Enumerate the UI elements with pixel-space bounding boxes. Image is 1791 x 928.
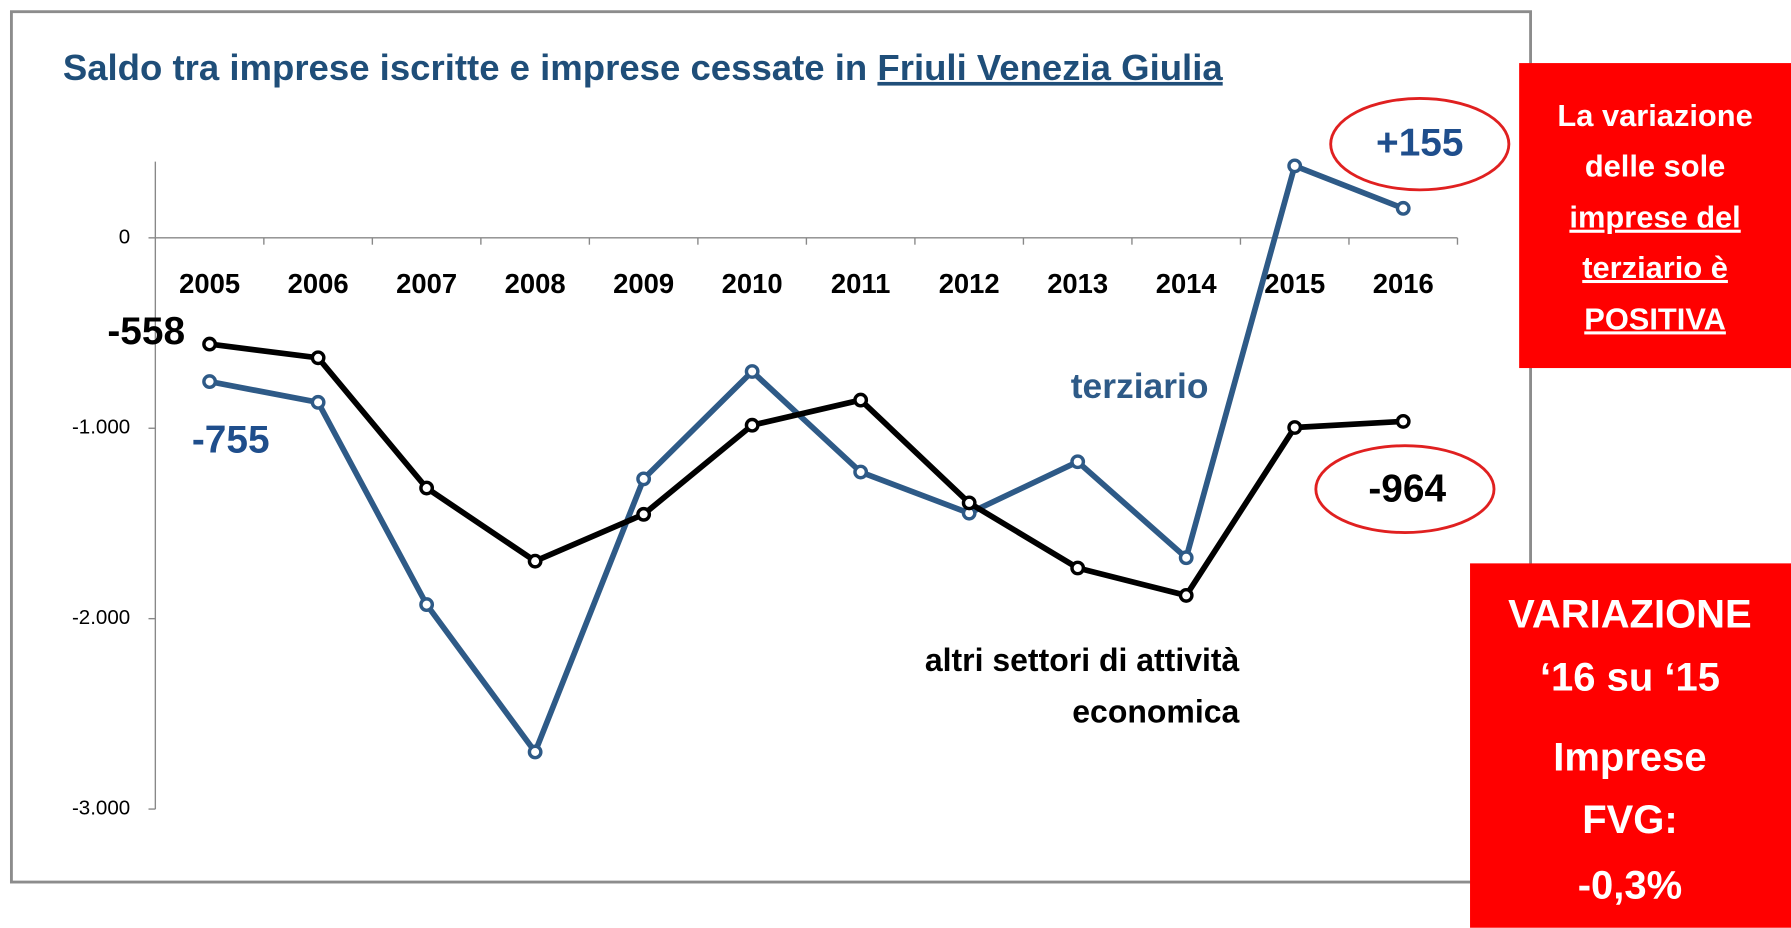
x-tick-label: 2015 — [1264, 268, 1325, 299]
point-marker — [1287, 420, 1303, 435]
x-tick-label: 2014 — [1156, 268, 1218, 299]
series-line — [209, 341, 1404, 599]
chart-frame — [9, 10, 1533, 884]
x-tick-label: 2006 — [288, 268, 349, 299]
callout-text: ‘16 su ‘15 — [1540, 655, 1720, 699]
series-label: altri settori di attività — [925, 642, 1240, 678]
y-tick-label: 0 — [119, 225, 130, 248]
callout-text: terziario è — [1582, 250, 1728, 285]
point-marker — [202, 374, 218, 390]
callout-text: -0,3% — [1578, 863, 1682, 907]
series-line — [209, 163, 1405, 755]
point-marker — [527, 744, 543, 760]
data-label: -558 — [107, 310, 185, 353]
x-tick-label: 2011 — [831, 268, 890, 299]
point-marker — [419, 597, 435, 612]
point-marker — [636, 471, 652, 487]
series-label: economica — [1072, 694, 1239, 730]
highlight-ellipse — [1314, 444, 1496, 534]
point-marker — [853, 464, 869, 480]
point-marker — [1070, 454, 1086, 470]
x-tick-label: 2009 — [613, 268, 674, 299]
y-tick-label: -2.000 — [72, 606, 130, 629]
point-marker — [1287, 158, 1303, 174]
highlight-ellipse — [1329, 97, 1511, 192]
callout-text: imprese del — [1569, 200, 1740, 235]
data-label: +155 — [1376, 122, 1463, 165]
callout-text: Imprese — [1553, 735, 1706, 779]
x-tick-label: 2005 — [179, 268, 240, 299]
point-marker — [744, 364, 760, 379]
point-marker — [636, 506, 652, 522]
callout-text: VARIAZIONE — [1508, 593, 1752, 637]
callout-text: La variazione — [1557, 98, 1752, 133]
x-tick-label: 2013 — [1047, 268, 1108, 299]
x-tick-label: 2016 — [1373, 268, 1434, 299]
point-marker — [1395, 413, 1411, 429]
callout-text: POSITIVA — [1584, 301, 1726, 336]
point-marker — [744, 417, 760, 433]
point-marker — [419, 480, 435, 496]
callout-box — [1519, 63, 1791, 369]
point-marker — [202, 336, 218, 352]
point-marker — [961, 495, 977, 511]
callout-box — [1470, 563, 1791, 928]
x-tick-label: 2010 — [722, 268, 783, 299]
x-tick-label: 2008 — [505, 268, 566, 299]
point-marker — [853, 392, 869, 408]
data-label: -755 — [192, 419, 270, 462]
y-tick-label: -3.000 — [72, 796, 130, 819]
data-label: -964 — [1368, 468, 1446, 511]
point-marker — [527, 553, 543, 569]
point-marker — [1178, 550, 1194, 566]
point-marker — [1395, 200, 1411, 216]
x-tick-label: 2007 — [396, 268, 457, 299]
point-marker — [1178, 588, 1194, 603]
y-tick-label: -1.000 — [72, 416, 130, 439]
point-marker — [1070, 560, 1086, 576]
callout-text: delle sole — [1585, 148, 1726, 183]
chart-title: Saldo tra imprese iscritte e imprese ces… — [63, 47, 1224, 88]
title-region: Friuli Venezia Giulia — [877, 47, 1223, 88]
point-marker — [310, 350, 326, 366]
title-text: Saldo tra imprese iscritte e imprese ces… — [63, 47, 867, 88]
callout-text: FVG: — [1582, 798, 1677, 842]
point-marker — [310, 394, 326, 410]
series-label: terziario — [1071, 366, 1209, 406]
x-tick-label: 2012 — [939, 268, 1000, 299]
